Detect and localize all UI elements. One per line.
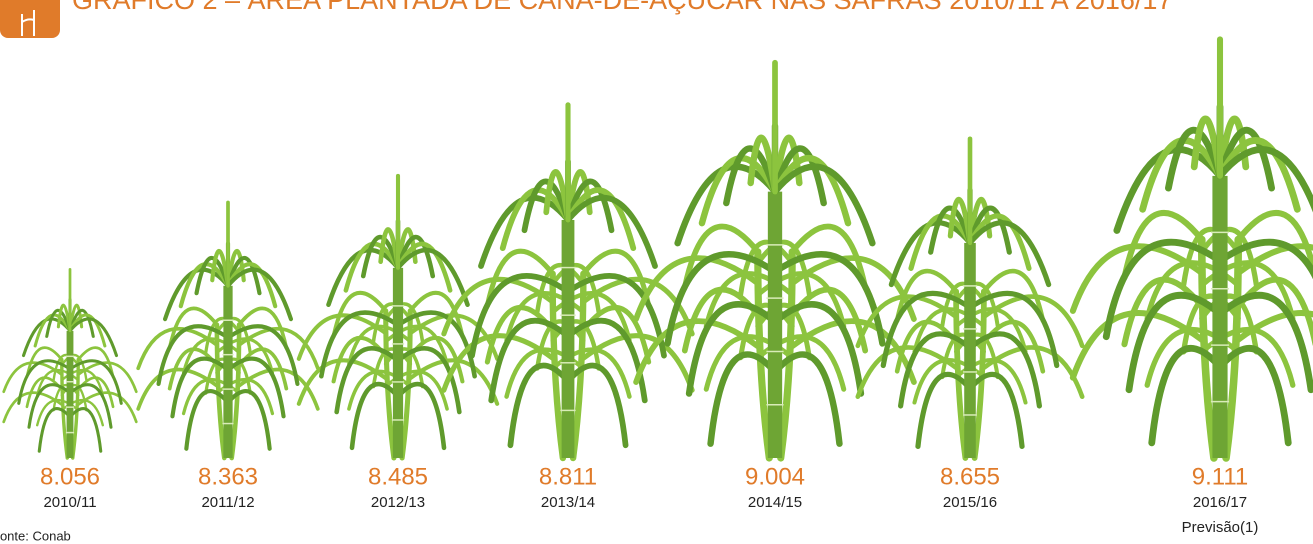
x-tick-label: 2010/11 (43, 494, 96, 511)
value-label: 8.056 (40, 463, 100, 490)
page: {"chart_data": {"type": "pictogram", "ti… (0, 0, 1313, 544)
stalk (562, 220, 575, 458)
plant (858, 139, 1082, 458)
stalk (768, 192, 782, 458)
value-label: 9.004 (745, 463, 805, 490)
stalk (964, 243, 976, 458)
x-tick-label: 2015/16 (943, 494, 997, 511)
stalk (223, 286, 232, 458)
forecast-note: Previsão(1) (1182, 519, 1259, 536)
plant (4, 269, 137, 458)
value-label: 9.111 (1192, 463, 1249, 490)
x-tick-label: 2016/17 (1193, 494, 1247, 511)
value-label: 8.363 (198, 463, 258, 490)
x-tick-label: 2011/12 (201, 494, 254, 511)
value-label: 8.655 (940, 463, 1000, 490)
plant (299, 176, 497, 458)
chart-title: GRÁFICO 2 – ÁREA PLANTADA DE CANA-DE-AÇÚ… (72, 0, 1172, 15)
plant (1073, 39, 1313, 458)
source-note: Fonte: Conab (0, 528, 71, 543)
plant (636, 63, 914, 458)
stalk (1212, 176, 1227, 458)
x-tick-label: 2013/14 (541, 494, 595, 511)
stalk (67, 331, 74, 458)
value-label: 8.485 (368, 463, 428, 490)
chart: GRÁFICO 2 – ÁREA PLANTADA DE CANA-DE-AÇÚ… (0, 0, 1313, 544)
x-tick-label: 2012/13 (371, 494, 425, 511)
x-tick-label: 2014/15 (748, 494, 802, 511)
stalk (393, 268, 403, 458)
plant (138, 202, 318, 458)
value-label: 8.811 (539, 463, 597, 490)
